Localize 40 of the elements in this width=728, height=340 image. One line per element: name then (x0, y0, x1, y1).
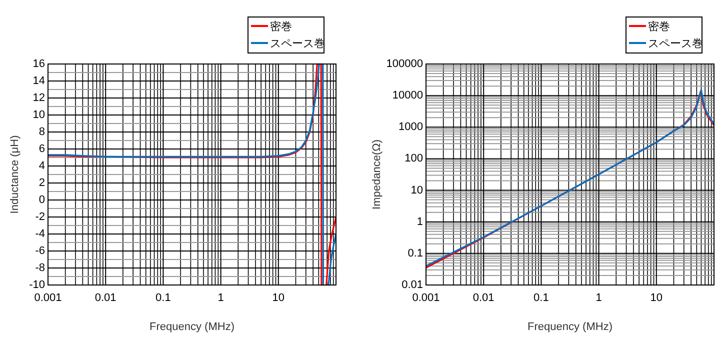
legend-label: スペース巻 (270, 38, 325, 50)
legend-label: 密巻 (648, 20, 670, 33)
y-tick-label: -6 (35, 245, 45, 257)
x-tick-label: 1 (218, 292, 224, 304)
y-tick-label: -4 (35, 228, 45, 240)
y-tick-label: 2 (38, 177, 45, 189)
legend-label: スペース巻 (648, 38, 703, 50)
y-tick-label: 0 (38, 194, 45, 206)
x-axis-title: Frequency (MHz) (528, 321, 612, 333)
y-tick-label: -10 (29, 279, 45, 291)
x-tick-label: 0.001 (412, 292, 440, 304)
x-tick-label: 0.01 (472, 292, 494, 304)
y-tick-label: 16 (32, 58, 45, 70)
y-tick-label: -2 (35, 211, 45, 223)
y-tick-label: 10000 (392, 90, 423, 102)
x-tick-label: 0.001 (34, 292, 62, 304)
y-tick-label: 14 (32, 75, 45, 87)
y-tick-label: 4 (38, 160, 45, 172)
y-tick-label: 0.01 (402, 279, 423, 291)
x-tick-label: 0.1 (534, 292, 549, 304)
x-tick-label: 1 (596, 292, 602, 304)
y-tick-label: -8 (35, 262, 45, 274)
x-tick-label: 0.01 (94, 292, 116, 304)
y-tick-label: 1000 (398, 121, 423, 134)
x-tick-label: 10 (272, 292, 285, 304)
x-tick-label: 10 (650, 292, 663, 304)
y-tick-label: 0.1 (408, 247, 423, 260)
y-tick-label: 10 (410, 184, 423, 196)
y-tick-label: 10 (32, 109, 45, 121)
legend-label: 密巻 (270, 20, 292, 33)
y-tick-label: 8 (38, 126, 45, 138)
y-axis-title: Impedance(Ω) (371, 140, 383, 210)
y-tick-label: 12 (32, 92, 45, 104)
y-tick-label: 1 (416, 216, 423, 228)
y-tick-label: 100000 (386, 58, 423, 70)
y-tick-label: 6 (38, 143, 45, 155)
x-axis-title: Frequency (MHz) (150, 321, 234, 333)
x-tick-label: 0.1 (156, 292, 171, 304)
y-tick-label: 100 (404, 152, 423, 165)
y-axis-title: Inductance (μH) (9, 135, 21, 214)
